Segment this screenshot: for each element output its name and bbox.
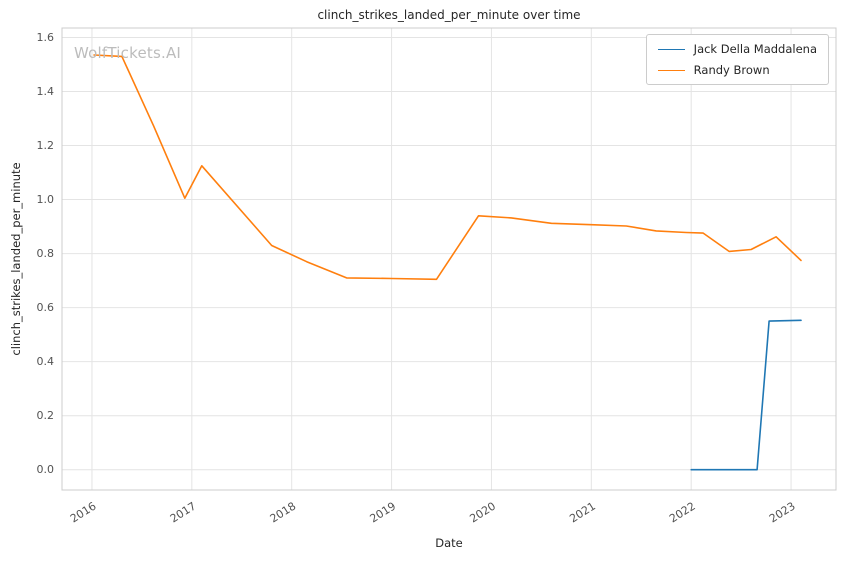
x-axis-label: Date [435, 536, 463, 550]
legend-item: Jack Della Maddalena [657, 42, 817, 56]
legend-line-swatch [657, 69, 685, 71]
legend: Jack Della Maddalena Randy Brown [645, 34, 829, 85]
series-line-0 [690, 319, 802, 471]
y-tick-label: 1.6 [37, 31, 55, 44]
y-tick-label: 1.4 [37, 85, 55, 98]
x-tick-label: 2021 [567, 500, 598, 526]
y-tick-label: 0.2 [37, 409, 55, 422]
legend-label: Jack Della Maddalena [693, 42, 817, 56]
legend-item: Randy Brown [657, 63, 817, 77]
y-tick-label: 0.8 [37, 247, 55, 260]
chart-title: clinch_strikes_landed_per_minute over ti… [317, 8, 581, 22]
x-tick-label: 2019 [368, 500, 399, 526]
y-tick-label: 1.2 [37, 139, 55, 152]
x-tick-label: 2016 [68, 500, 99, 526]
series-line-1 [93, 54, 802, 281]
plot-border [61, 27, 837, 491]
x-tick-label: 2022 [667, 500, 698, 526]
legend-line-swatch [657, 48, 685, 50]
y-tick-label: 1.0 [37, 193, 55, 206]
watermark-text: WolfTickets.AI [74, 44, 182, 62]
x-tick-label: 2017 [168, 500, 199, 526]
y-axis-label: clinch_strikes_landed_per_minute [9, 162, 23, 356]
y-tick-label: 0.0 [37, 463, 55, 476]
x-tick-label: 2020 [467, 500, 498, 526]
x-tick-label: 2023 [767, 500, 798, 526]
y-tick-label: 0.6 [37, 301, 55, 314]
legend-label: Randy Brown [693, 63, 770, 77]
y-tick-label: 0.4 [37, 355, 55, 368]
x-tick-label: 2018 [268, 500, 299, 526]
